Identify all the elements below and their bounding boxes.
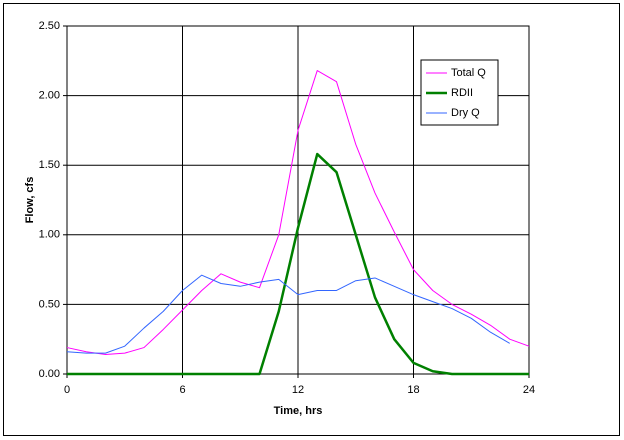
legend-label: Dry Q (451, 107, 480, 119)
y-tick-label: 1.50 (39, 159, 60, 171)
series-line (66, 274, 511, 354)
x-tick-label: 0 (64, 384, 70, 396)
series-line (67, 152, 529, 376)
y-tick-label: 0.00 (39, 368, 60, 380)
x-tick-label: 24 (523, 384, 535, 396)
y-tick-label: 2.00 (39, 90, 60, 102)
series-line (66, 70, 530, 356)
y-tick-label: 1.00 (39, 229, 60, 241)
y-tick-label: 2.50 (39, 20, 60, 32)
y-axis-label: Flow, cfs (24, 177, 36, 224)
legend-label: Total Q (451, 67, 486, 79)
legend (420, 59, 499, 126)
x-tick-label: 12 (292, 384, 304, 396)
x-tick-label: 6 (179, 384, 185, 396)
x-tick-label: 18 (407, 384, 419, 396)
y-tick-label: 0.50 (39, 298, 60, 310)
x-axis-label: Time, hrs (274, 405, 323, 417)
legend-label: RDII (451, 87, 473, 99)
